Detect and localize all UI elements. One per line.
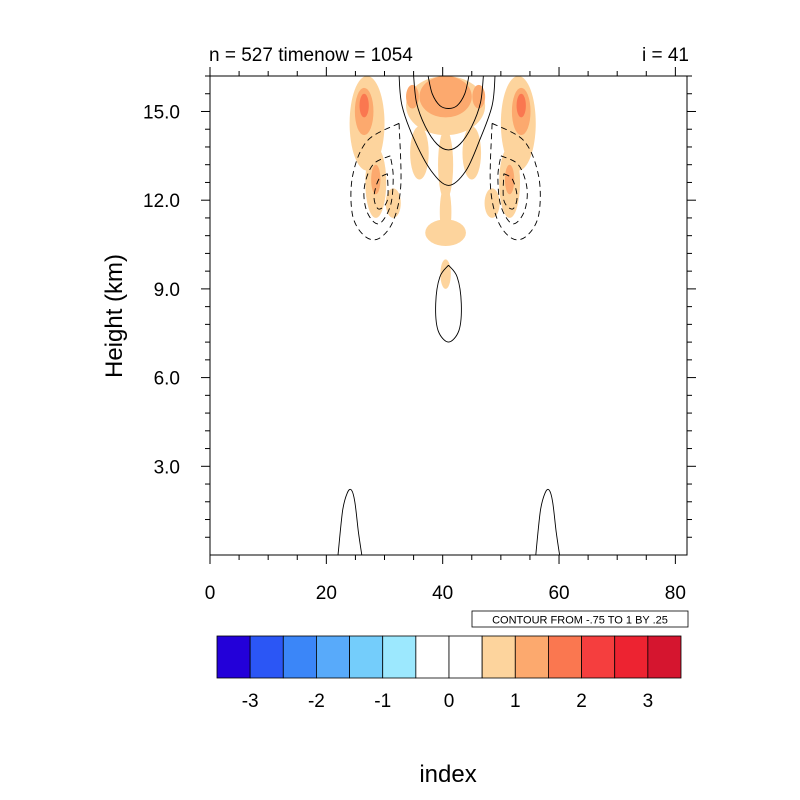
colorbar-label: 1 bbox=[510, 691, 521, 712]
colorbar-box-9 bbox=[514, 635, 549, 679]
y-tick-label: 12.0 bbox=[143, 191, 180, 212]
dashed-contour-6 bbox=[350, 122, 402, 241]
solid-contour-5 bbox=[535, 488, 561, 555]
y-axis-title: Height (km) bbox=[101, 254, 128, 378]
x-tick-label: 80 bbox=[665, 583, 686, 604]
solid-contour-0 bbox=[398, 76, 496, 186]
contour-info-frame bbox=[471, 610, 689, 628]
x-tick-labels: 0 20 40 60 80 bbox=[205, 583, 686, 604]
filled-region-13 bbox=[419, 76, 472, 118]
filled-region-10 bbox=[385, 188, 401, 218]
colorbar-box-1 bbox=[249, 635, 284, 679]
filled-region-8 bbox=[371, 164, 381, 195]
contour-lines bbox=[337, 76, 561, 555]
x-tick-label: 40 bbox=[432, 583, 453, 604]
dashed-contour-10 bbox=[497, 155, 528, 225]
filled-region-9 bbox=[504, 164, 515, 195]
solid-contour-3 bbox=[435, 264, 462, 343]
solid-contour-4 bbox=[337, 488, 363, 555]
plot-border bbox=[209, 75, 688, 556]
contour-info-box: CONTOUR FROM -.75 TO 1 BY .25 bbox=[471, 610, 689, 628]
title-right: i = 41 bbox=[642, 45, 689, 66]
x-tick-label: 20 bbox=[316, 583, 337, 604]
colorbar-box-11 bbox=[581, 635, 616, 679]
filled-region-20 bbox=[425, 219, 466, 247]
axis-ticks bbox=[201, 67, 696, 564]
colorbar-label: 2 bbox=[576, 691, 587, 712]
solid-contour-2 bbox=[427, 76, 470, 109]
contour-info-text: CONTOUR FROM -.75 TO 1 BY .25 bbox=[492, 615, 668, 627]
filled-contours bbox=[349, 76, 536, 289]
colorbar bbox=[216, 635, 682, 679]
filled-region-14 bbox=[406, 84, 419, 109]
colorbar-box-3 bbox=[316, 635, 350, 679]
dashed-contour-9 bbox=[489, 122, 541, 241]
colorbar-label: 3 bbox=[643, 691, 654, 712]
solid-contour-1 bbox=[413, 76, 484, 151]
dashed-contour-7 bbox=[363, 155, 394, 225]
y-tick-label: 9.0 bbox=[154, 280, 180, 301]
title-left: n = 527 timenow = 1054 bbox=[209, 45, 413, 66]
colorbar-box-6 bbox=[415, 635, 450, 679]
x-tick-label: 60 bbox=[548, 583, 569, 604]
filled-region-16 bbox=[410, 126, 429, 180]
colorbar-title: index bbox=[419, 761, 476, 788]
colorbar-box-12 bbox=[614, 635, 649, 679]
plot-area bbox=[201, 67, 696, 564]
y-tick-label: 15.0 bbox=[143, 102, 180, 123]
colorbar-labels: -3 -2 -1 0 1 2 3 bbox=[242, 691, 653, 712]
colorbar-box-10 bbox=[548, 635, 582, 679]
colorbar-box-8 bbox=[481, 635, 516, 679]
colorbar-label: -3 bbox=[242, 691, 259, 712]
y-tick-label: 3.0 bbox=[154, 457, 180, 478]
y-tick-label: 6.0 bbox=[154, 369, 180, 390]
filled-region-15 bbox=[472, 84, 486, 109]
filled-region-4 bbox=[359, 93, 369, 118]
filled-region-17 bbox=[462, 126, 482, 180]
colorbar-box-2 bbox=[282, 635, 317, 679]
colorbar-box-4 bbox=[349, 635, 384, 679]
colorbar-box-7 bbox=[448, 635, 483, 679]
colorbar-box-5 bbox=[382, 635, 417, 679]
colorbar-box-13 bbox=[647, 635, 682, 679]
x-tick-label: 0 bbox=[205, 583, 216, 604]
colorbar-label: 0 bbox=[444, 691, 455, 712]
filled-region-21 bbox=[440, 259, 451, 289]
colorbar-label: -1 bbox=[374, 691, 391, 712]
filled-region-11 bbox=[484, 188, 500, 218]
colorbar-box-0 bbox=[216, 635, 251, 679]
filled-region-5 bbox=[516, 93, 526, 118]
colorbar-label: -2 bbox=[308, 691, 325, 712]
y-tick-labels: 3.0 6.0 9.0 12.0 15.0 bbox=[143, 102, 180, 478]
